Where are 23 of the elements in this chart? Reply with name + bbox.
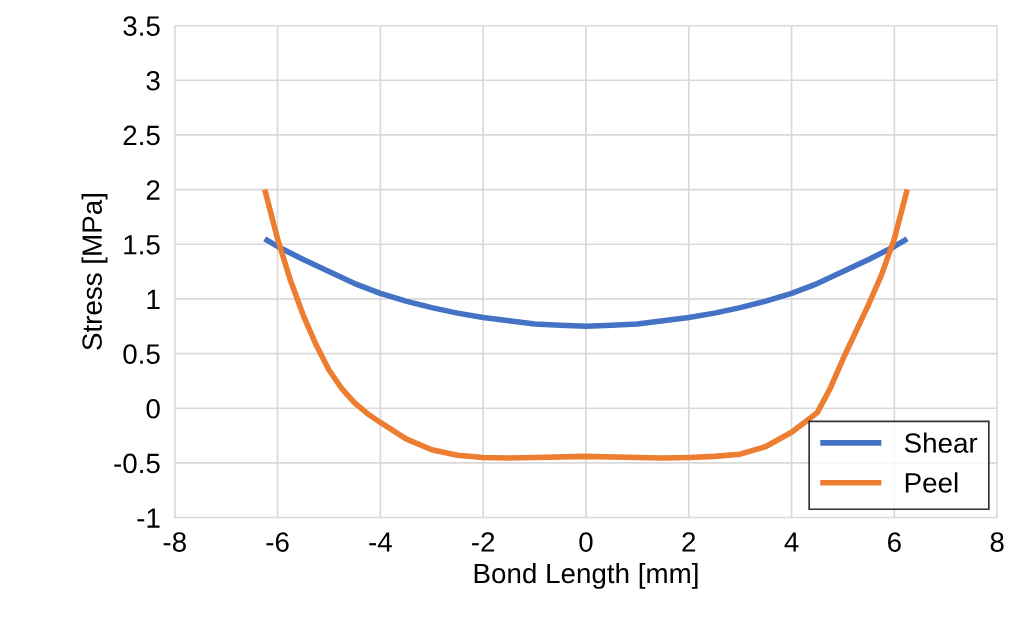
y-tick-label: -1 [137, 508, 160, 528]
x-tick-label: -2 [472, 532, 495, 552]
y-tick-label: 3.5 [123, 16, 160, 36]
y-tick-label: 1 [147, 289, 160, 309]
x-tick-label: 2 [682, 532, 696, 552]
y-tick-label: 0.5 [123, 344, 160, 364]
y-axis-title: Stress [MPa] [81, 194, 108, 350]
y-tick-label: 1.5 [124, 235, 160, 255]
y-tick-label: 2 [146, 180, 160, 200]
y-tick-label: 3 [146, 70, 160, 91]
legend-label: Shear [904, 432, 978, 453]
x-tick-label: -4 [369, 532, 392, 552]
x-tick-label: -8 [163, 532, 186, 552]
legend-label: Peel [905, 472, 958, 493]
x-tick-label: 0 [579, 532, 593, 552]
y-tick-label: -0.5 [114, 453, 160, 474]
y-tick-label: 0 [146, 398, 160, 419]
x-axis-title: Bond Length [mm] [474, 562, 698, 589]
y-tick-label: 2.5 [123, 125, 160, 146]
x-tick-label: 4 [784, 532, 799, 552]
x-tick-label: -6 [266, 532, 289, 552]
x-tick-label: 8 [990, 532, 1004, 552]
x-tick-label: 6 [888, 532, 901, 552]
